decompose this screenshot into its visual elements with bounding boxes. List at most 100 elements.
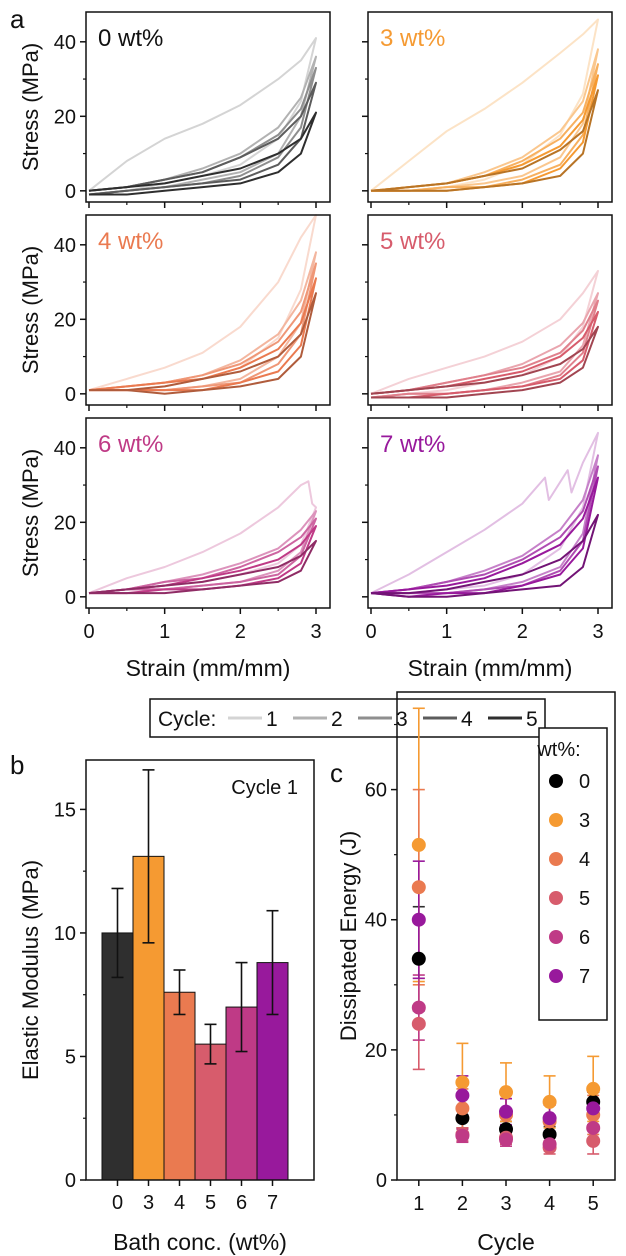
cycle-annotation: Cycle 1 [231, 777, 298, 799]
data-point [455, 1088, 470, 1103]
scatter-legend-label: 5 [579, 888, 590, 910]
scatter-legend-marker [549, 774, 563, 788]
x-tick-label: 3 [500, 1193, 511, 1215]
stress-strain-curve-cycle-2 [88, 55, 317, 196]
stress-strain-curve-cycle-4 [88, 277, 317, 392]
data-point [455, 1111, 470, 1126]
data-point [586, 1101, 601, 1116]
cycle-legend-item: 3 [396, 708, 408, 731]
data-point [542, 1127, 557, 1142]
stress-strain-curve-cycle-1 [370, 431, 599, 595]
stress-strain-curve-cycle-1 [370, 18, 599, 192]
data-point [499, 1104, 513, 1119]
x-tick-label: 1 [159, 621, 170, 643]
scatter-legend-label: 6 [579, 927, 590, 949]
data-point [411, 837, 426, 852]
plot-frame [85, 214, 331, 406]
stress-strain-curve-cycle-1 [370, 269, 599, 399]
data-point [411, 880, 426, 895]
subplot-label: 7 wt% [380, 431, 445, 458]
y-tick-label: 5 [65, 1046, 76, 1068]
cycle-legend-item: 2 [331, 708, 343, 731]
data-point [586, 1133, 601, 1148]
x-tick-label: 5 [588, 1193, 599, 1215]
plot-frame [367, 417, 613, 609]
y-tick-label: 0 [65, 587, 76, 609]
scatter-legend-marker [549, 969, 563, 983]
subplot-label: 0 wt% [98, 25, 163, 52]
y-axis-label: Dissipated Energy (J) [336, 831, 361, 1041]
cycle-legend: Cycle: 1 2 3 4 5 [149, 698, 546, 738]
y-axis-label: Stress (MPa) [18, 43, 43, 171]
stress-strain-curve-cycle-3 [370, 465, 599, 595]
data-point [411, 1016, 426, 1031]
data-point [586, 1120, 601, 1135]
y-tick-label: 0 [376, 1170, 387, 1192]
y-tick-label: 20 [54, 309, 76, 331]
data-point [542, 1137, 557, 1152]
stress-strain-curve-cycle-5 [370, 89, 599, 192]
stress-strain-subplot: 0 20 40 0 1 2 3 6 wt% Stress (MPa) Strain (mm/mm) [18, 417, 331, 681]
cycle-legend-title: Cycle: [158, 708, 216, 731]
scatter-legend-marker [549, 930, 563, 944]
x-tick-label: 2 [517, 621, 528, 643]
x-tick-label: 0 [365, 621, 376, 643]
modulus-bar [163, 991, 196, 1181]
data-point [411, 1000, 426, 1015]
subplot-label: 4 wt% [98, 228, 163, 255]
y-tick-label: 40 [54, 32, 76, 54]
x-axis-label: Strain (mm/mm) [126, 655, 291, 681]
panel-letter-a: a [10, 4, 25, 34]
stress-strain-curve-cycle-4 [88, 81, 317, 196]
panel-letter-b: b [10, 750, 24, 780]
y-axis-label: Stress (MPa) [18, 246, 43, 374]
cycle-legend-item: 1 [266, 708, 278, 731]
y-tick-label: 20 [365, 1040, 387, 1062]
cycle-legend-item: 4 [461, 708, 473, 731]
scatter-legend-label: 7 [579, 966, 590, 988]
stress-strain-curve-cycle-5 [89, 292, 317, 395]
stress-strain-subplot: 5 wt% [362, 214, 613, 411]
data-point [411, 951, 426, 966]
stress-strain-curve-cycle-5 [88, 111, 317, 196]
stress-strain-curve-cycle-3 [88, 262, 317, 392]
x-tick-label: 4 [544, 1193, 555, 1215]
x-tick-label: 0 [112, 1192, 123, 1214]
stress-strain-subplot: 0 20 40 0 wt% Stress (MPa) [18, 11, 331, 208]
y-axis-label: Stress (MPa) [18, 449, 43, 577]
x-tick-label: 2 [235, 621, 246, 643]
x-tick-label: 3 [143, 1192, 154, 1214]
data-point [586, 1081, 601, 1096]
subplot-label: 3 wt% [380, 25, 445, 52]
data-point [455, 1128, 470, 1143]
y-tick-label: 0 [65, 384, 76, 406]
stress-strain-curve-cycle-2 [370, 48, 599, 192]
y-tick-label: 60 [365, 780, 387, 802]
plot-frame [85, 759, 315, 1181]
data-point [455, 1075, 470, 1090]
scatter-legend-title: wt%: [536, 739, 580, 761]
x-tick-label: 7 [267, 1192, 278, 1214]
y-tick-label: 20 [54, 106, 76, 128]
data-point [411, 912, 426, 927]
plot-frame [85, 11, 331, 203]
x-tick-label: 2 [457, 1193, 468, 1215]
subplot-label: 5 wt% [380, 228, 445, 255]
y-axis-label: Elastic Modulus (MPa) [18, 860, 43, 1080]
stress-strain-curve-cycle-4 [370, 310, 599, 399]
scatter-legend-marker [549, 852, 563, 866]
x-tick-label: 3 [592, 621, 603, 643]
stress-strain-curve-cycle-3 [88, 517, 317, 595]
cycle-legend-box [149, 698, 546, 738]
stress-strain-curve-cycle-4 [88, 525, 317, 595]
stress-strain-subplot: 0 20 40 4 wt% Stress (MPa) [18, 214, 331, 411]
stress-strain-curve-cycle-1 [88, 37, 317, 196]
x-tick-label: 1 [413, 1193, 424, 1215]
plot-frame [85, 417, 331, 609]
x-tick-label: 5 [205, 1192, 216, 1214]
y-tick-label: 40 [54, 235, 76, 257]
